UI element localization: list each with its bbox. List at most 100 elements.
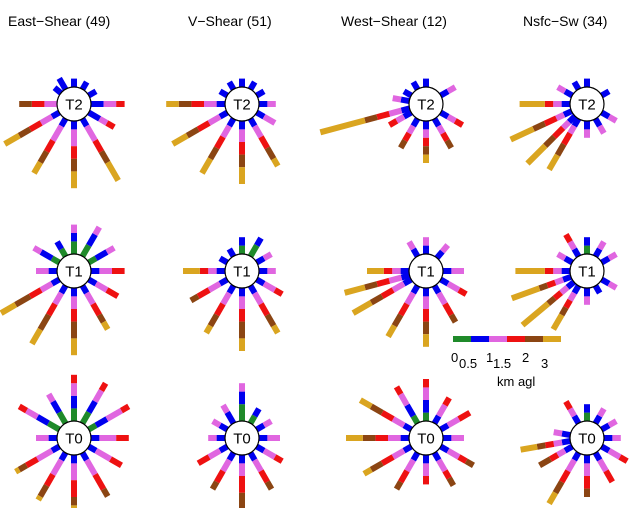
spoke-segment [431, 414, 442, 425]
rose-spoke [600, 276, 618, 291]
spoke-segment [71, 146, 77, 159]
spoke-segment [561, 131, 573, 146]
spoke-segment [71, 497, 77, 506]
spoke-segment [584, 78, 590, 87]
spoke-segment [112, 268, 125, 274]
spoke-segment [509, 126, 535, 143]
rose-spoke [226, 80, 237, 91]
spoke-segment [116, 435, 129, 441]
rose-spoke [189, 276, 229, 304]
spoke-segment [92, 139, 104, 153]
spoke-segment [239, 78, 245, 87]
spoke-segment [612, 435, 621, 441]
rose-spoke [71, 121, 77, 189]
rose-spoke [546, 451, 582, 506]
rose-spoke [14, 443, 61, 475]
spoke-segment [446, 84, 457, 94]
spoke-segment [50, 399, 62, 414]
spoke-segment [567, 240, 577, 251]
rose-spoke [515, 268, 570, 274]
spoke-segment [584, 121, 590, 130]
rose-spoke [538, 443, 574, 468]
height-legend: 0 0.5 1 1.5 2 3 km agl [451, 336, 561, 389]
spoke-segment [597, 240, 607, 251]
spoke-segment [273, 454, 284, 464]
rose-spoke [431, 117, 454, 150]
spoke-segment [71, 158, 77, 172]
rose-spoke [584, 121, 590, 138]
rose-spoke [52, 85, 63, 96]
spoke-segment [218, 88, 229, 99]
spoke-segment [544, 440, 555, 449]
rose-spoke [79, 225, 102, 258]
spoke-segment [543, 134, 557, 148]
spoke-segment [252, 124, 264, 139]
spoke-segment [571, 80, 582, 91]
spoke-segment [603, 469, 615, 484]
spoke-segment [44, 473, 56, 487]
rose-spoke [600, 251, 618, 266]
spoke-segment [105, 245, 116, 255]
spoke-segment [103, 101, 117, 107]
legend-color-swatch [489, 336, 507, 342]
spoke-segment [464, 458, 475, 468]
spoke-segment [387, 118, 399, 128]
spoke-segment [556, 251, 567, 261]
rose-center-circle [56, 420, 92, 456]
rose-spoke [183, 268, 225, 274]
spoke-segment [86, 399, 98, 414]
spoke-segment [592, 414, 603, 425]
rose-1-t0: T0 [196, 383, 284, 508]
spoke-segment [218, 422, 229, 433]
spoke-segment [367, 268, 384, 274]
spoke-segment [58, 284, 69, 295]
rose-spoke [358, 397, 413, 433]
rose-spoke [199, 117, 237, 175]
rose-0-t2: T2 [3, 76, 125, 189]
rose-center-circle [224, 253, 260, 289]
rose-spoke [367, 268, 409, 274]
rose-spoke [259, 101, 276, 107]
spoke-segment [226, 117, 237, 128]
rose-center-label: T1 [417, 264, 435, 281]
spoke-segment [264, 146, 277, 161]
spoke-segment [207, 448, 222, 460]
spoke-segment [561, 437, 571, 446]
spoke-segment [393, 480, 404, 491]
rose-center-label: T0 [65, 431, 83, 448]
spoke-segment [546, 279, 557, 289]
spoke-segment [423, 463, 429, 476]
spoke-segment [71, 338, 77, 356]
spoke-segment [391, 416, 406, 428]
rose-grid: T2 T1 T0 T2 T1 T0 T2 T1 T0 T2 T1 T0 [0, 76, 629, 508]
spoke-segment [423, 154, 429, 163]
spoke-segment [561, 101, 570, 107]
spoke-segment [239, 167, 245, 184]
spoke-segment [457, 287, 468, 297]
rose-center-circle [56, 86, 92, 122]
spoke-segment [58, 117, 69, 128]
spoke-segment [565, 458, 577, 473]
rose-spoke [519, 101, 570, 107]
rose-spoke [423, 455, 429, 485]
spoke-segment [515, 268, 545, 274]
rose-spoke [239, 78, 245, 87]
spoke-segment [362, 435, 376, 441]
spoke-segment [423, 400, 429, 413]
spoke-segment [398, 469, 410, 484]
spoke-segment [402, 276, 413, 287]
rose-center-circle [408, 420, 444, 456]
spoke-segment [423, 288, 429, 297]
spoke-segment [98, 149, 111, 164]
spoke-segment [239, 476, 245, 493]
spoke-segment [239, 237, 245, 246]
spoke-segment [406, 240, 416, 251]
spoke-segment [29, 327, 43, 346]
rose-spoke [79, 381, 109, 425]
spoke-segment [56, 410, 69, 425]
spoke-segment [565, 279, 576, 290]
spoke-segment [607, 114, 618, 124]
spoke-segment [39, 114, 54, 126]
spoke-segment [3, 133, 21, 147]
spoke-segment [58, 451, 69, 462]
